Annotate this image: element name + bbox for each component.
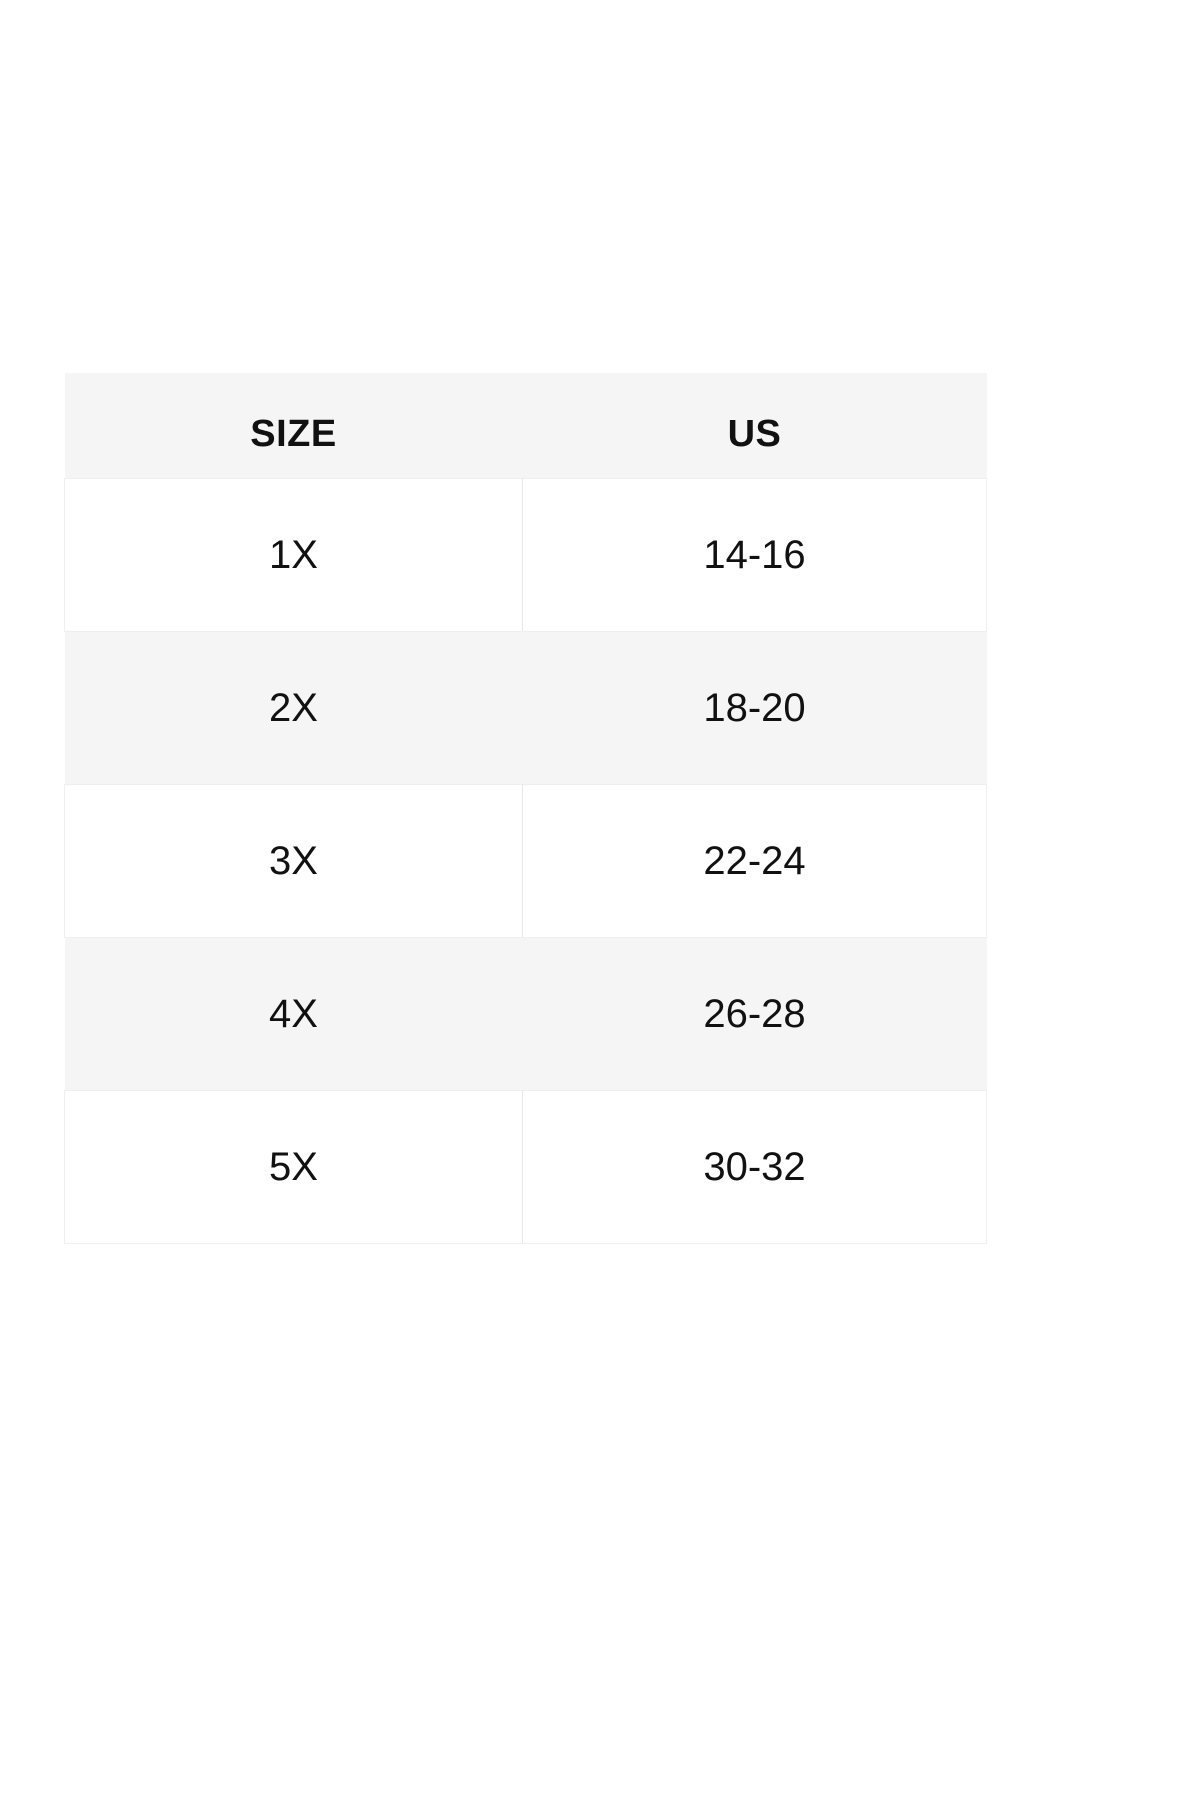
table-header-row: SIZE US — [64, 373, 987, 478]
cell-us: 18-20 — [703, 685, 806, 730]
cell-size: 5X — [64, 1089, 523, 1244]
cell-us: 30-32 — [522, 1089, 987, 1244]
cell-size: 4X — [269, 991, 318, 1036]
table-body: 1X 14-16 2X 18-20 3X 22-24 4X 26-28 5X 3… — [64, 477, 987, 1244]
cell-us: 14-16 — [522, 477, 987, 632]
cell-us: 26-28 — [703, 991, 806, 1036]
column-header-size: SIZE — [250, 413, 337, 456]
table-row: 1X 14-16 — [64, 477, 987, 632]
table-row: 4X 26-28 — [64, 937, 987, 1090]
column-header-us: US — [727, 413, 782, 456]
table-row: 3X 22-24 — [64, 783, 987, 938]
cell-size: 1X — [64, 477, 523, 632]
table-row: 2X 18-20 — [64, 631, 987, 784]
cell-us: 22-24 — [522, 783, 987, 938]
size-chart-table: SIZE US 1X 14-16 2X 18-20 3X 22-24 4X 26… — [64, 373, 987, 1244]
table-header: SIZE US — [64, 373, 987, 478]
cell-size: 2X — [269, 685, 318, 730]
table-row: 5X 30-32 — [64, 1089, 987, 1244]
cell-size: 3X — [64, 783, 523, 938]
